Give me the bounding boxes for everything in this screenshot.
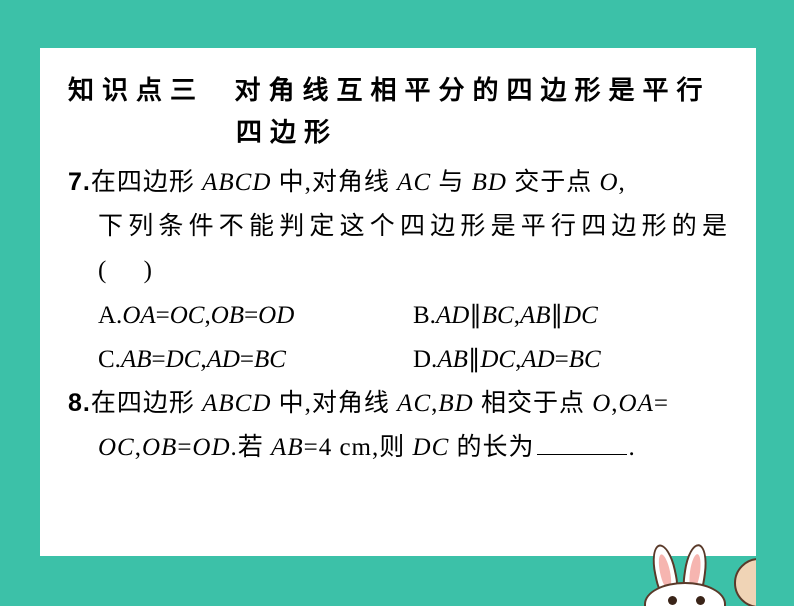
q7-options-row2: C.AB=DC,AD=BC D.AB∥DC,AD=BC [68,338,728,382]
q7-answer-paren: ( ) [98,249,153,293]
q8-number: 8. [68,389,91,417]
q7-option-b: B.AD∥BC,AB∥DC [413,294,728,338]
content-card: 知识点三 对角线互相平分的四边形是平行 四边形 7.在四边形 ABCD 中,对角… [40,48,756,556]
section-title-line1: 对角线互相平分的四边形是平行 [234,75,710,105]
q7-o: O [599,169,618,196]
section-title-line2: 四边形 [68,112,728,154]
q7-number: 7. [68,168,91,196]
q7-option-a: A.OA=OC,OB=OD [98,294,413,338]
q7-bd: BD [472,169,507,196]
section-title: 知识点三 对角线互相平分的四边形是平行 四边形 [68,70,728,153]
q7-ac: AC [397,169,431,196]
q7-t: 交于点 [514,169,592,196]
q7-t: , [619,169,626,196]
q7-abcd: ABCD [202,169,271,196]
q7-line2: 下列条件不能判定这个四边形是平行四边形的是 [68,205,728,249]
bunny-peek [734,558,756,606]
q8-blank [537,454,627,455]
question-8: 8.在四边形 ABCD 中,对角线 AC,BD 相交于点 O,OA= OC,OB… [68,382,728,470]
q7-t: 与 [438,169,464,196]
q7-option-d: D.AB∥DC,AD=BC [413,338,728,382]
question-7: 7.在四边形 ABCD 中,对角线 AC 与 BD 交于点 O, 下列条件不能判… [68,161,728,292]
q7-t: 中,对角线 [279,169,390,196]
q7-option-c: C.AB=DC,AD=BC [98,338,413,382]
q7-t: 在四边形 [91,169,195,196]
section-label: 知识点三 [68,75,204,105]
q7-options-row1: A.OA=OC,OB=OD B.AD∥BC,AB∥DC [68,294,728,338]
